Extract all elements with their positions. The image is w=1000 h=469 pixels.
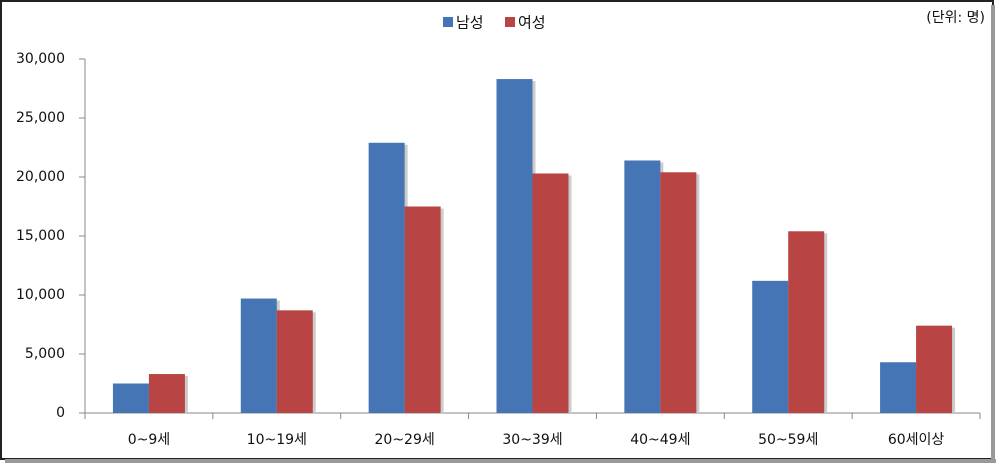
bar <box>368 142 405 413</box>
bar <box>532 173 569 413</box>
bar <box>276 310 313 413</box>
legend-label: 여성 <box>518 14 546 32</box>
bar <box>880 362 917 413</box>
x-tick-label: 40~49세 <box>630 432 690 448</box>
bar <box>752 280 789 413</box>
x-tick-label: 50~59세 <box>758 432 818 448</box>
bar <box>496 79 533 413</box>
y-tick-label: 0 <box>56 405 65 421</box>
y-tick-label: 10,000 <box>16 287 65 303</box>
bar <box>916 325 953 413</box>
legend-label: 남성 <box>456 14 484 32</box>
x-tick-label: 20~29세 <box>375 432 435 448</box>
legend-swatch <box>505 17 515 27</box>
x-tick-label: 60세이상 <box>888 432 945 448</box>
bar <box>660 172 697 413</box>
x-tick-label: 10~19세 <box>247 432 307 448</box>
legend-swatch <box>443 17 453 27</box>
y-tick-label: 5,000 <box>25 346 65 362</box>
bar <box>240 298 277 413</box>
bar <box>404 206 441 413</box>
x-tick-label: 0~9세 <box>128 432 170 448</box>
x-tick-label: 30~39세 <box>502 432 562 448</box>
bar <box>788 231 825 413</box>
bar <box>624 160 661 413</box>
y-tick-label: 20,000 <box>16 169 65 185</box>
unit-annotation: (단위: 명) <box>926 10 985 26</box>
y-tick-label: 30,000 <box>16 51 65 67</box>
y-tick-label: 15,000 <box>16 228 65 244</box>
bar <box>148 374 185 413</box>
bar <box>112 383 149 413</box>
y-tick-label: 25,000 <box>16 110 65 126</box>
